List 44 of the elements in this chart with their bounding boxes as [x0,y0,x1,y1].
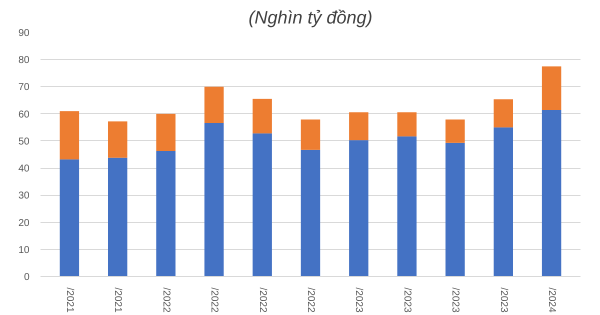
bar [300,150,320,276]
y-tick-label: 20 [18,218,30,229]
bar [156,150,176,276]
y-tick-label: 60 [18,109,30,120]
x-tick-label: /2022 [208,288,220,313]
chart-title: (Nghìn tỷ đồng) [248,8,373,28]
x-tick-label: /2021 [64,288,75,313]
bar [397,136,417,276]
x-tick-label: /2022 [305,288,316,313]
y-tick-label: 10 [18,244,30,256]
bar [108,121,128,158]
bar [494,99,513,128]
bar [349,112,368,140]
x-tick-label: /2024 [546,288,558,313]
x-tick-label: /2021 [112,288,124,313]
y-tick-label: 70 [18,82,30,94]
y-tick-label: 30 [18,190,30,202]
y-tick-label: 50 [18,136,30,148]
x-tick-label: /2023 [498,288,509,313]
x-tick-label: /2023 [401,288,412,313]
y-tick-label: 80 [18,55,30,66]
bar [108,158,128,276]
bar [300,120,320,150]
bar [204,86,224,124]
y-tick-label: 0 [24,272,30,283]
bar [252,133,272,276]
bar [60,111,80,160]
bar [349,140,368,276]
bar [494,127,513,276]
x-tick-label: /2023 [353,288,364,313]
bar [446,120,465,143]
bar [446,142,465,276]
bar [252,98,272,134]
y-tick-label: 40 [18,164,30,175]
x-tick-label: /2022 [256,288,268,313]
bar [397,112,417,136]
bar [542,110,562,276]
bar [204,123,224,276]
y-tick-label: 90 [18,28,30,39]
x-tick-label: /2022 [160,288,172,313]
bar [156,114,176,151]
bar [60,159,80,276]
bar [542,66,562,110]
x-tick-label: /2023 [450,288,461,313]
